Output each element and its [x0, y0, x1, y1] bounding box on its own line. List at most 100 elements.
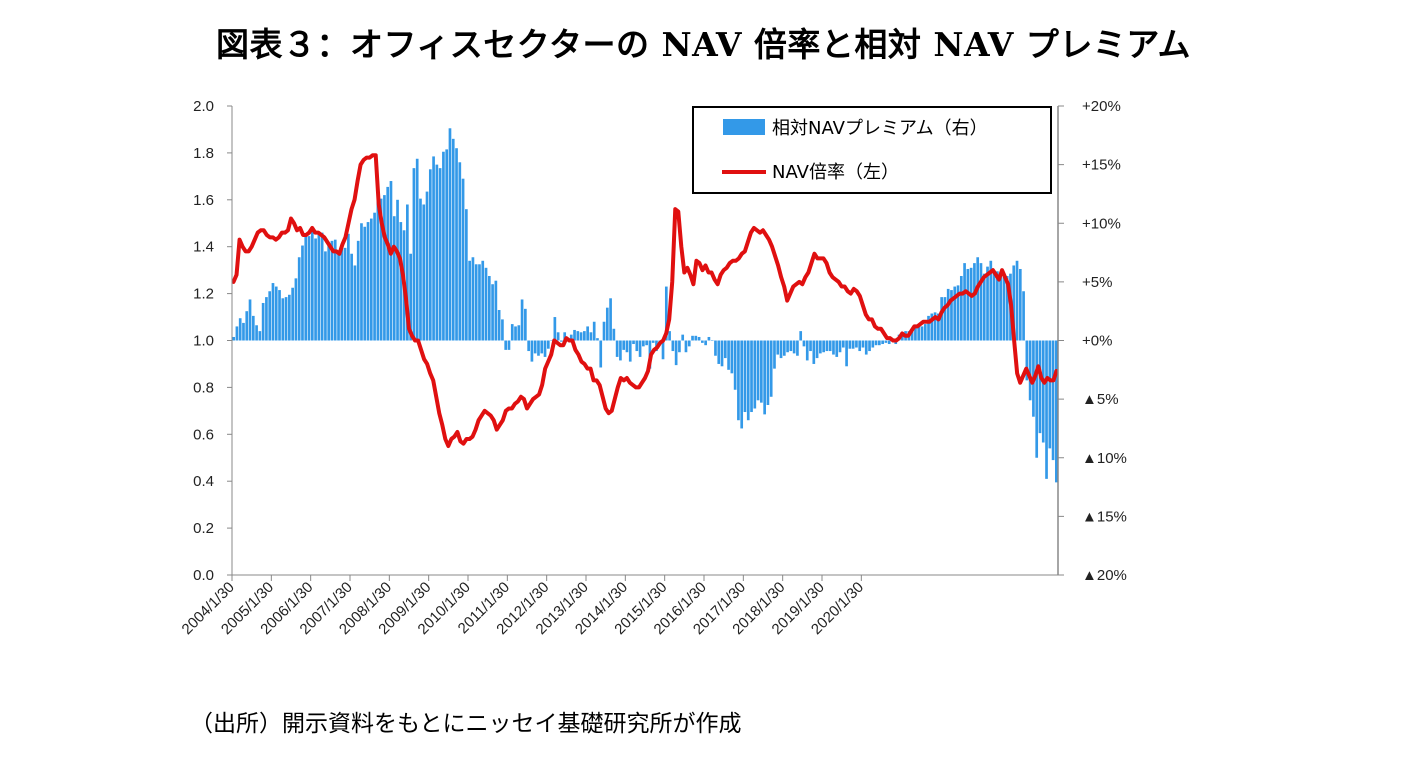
premium-bar [841, 340, 845, 348]
premium-bar [848, 340, 852, 349]
premium-bar [448, 128, 452, 341]
premium-bar [910, 331, 914, 341]
premium-bar [763, 340, 766, 415]
premium-bar [769, 340, 773, 397]
premium-bar [520, 299, 524, 341]
left-axis-ticks: 0.0 0.2 0.4 0.6 0.8 1.0 1.2 1.4 1.6 1.8 2.0 [193, 98, 232, 584]
premium-bar [760, 340, 763, 403]
premium-bar [468, 260, 471, 341]
left-tick-label: 1.8 [193, 145, 214, 162]
premium-bar [796, 340, 799, 356]
premium-bar [766, 340, 770, 405]
right-tick-label: +0% [1082, 333, 1112, 350]
premium-bar [540, 340, 544, 354]
premium-bar [242, 322, 245, 341]
right-tick-label: ▲20% [1082, 567, 1127, 584]
premium-bar [723, 340, 727, 359]
premium-bar [1012, 265, 1016, 341]
premium-bar [730, 340, 734, 374]
premium-bar [1025, 340, 1029, 381]
premium-bar [989, 260, 993, 341]
premium-bar [251, 315, 255, 341]
premium-bar [737, 340, 740, 421]
left-tick-label: 0.6 [193, 426, 214, 443]
premium-bar [628, 340, 632, 362]
chart: 0.0 0.2 0.4 0.6 0.8 1.0 1.2 1.4 1.6 1.8 2.0 ▲20% ▲1… [179, 98, 1127, 638]
premium-bar [284, 297, 288, 341]
premium-bar [694, 335, 698, 341]
premium-bar [717, 340, 721, 364]
premium-bar [487, 276, 491, 341]
premium-bar [261, 302, 265, 341]
left-tick-label: 1.4 [193, 239, 214, 256]
premium-bar [550, 340, 553, 341]
premium-bar [864, 340, 868, 355]
premium-bar [415, 158, 419, 341]
premium-bar [937, 313, 940, 341]
premium-bar [855, 340, 858, 348]
right-tick-label: ▲15% [1082, 508, 1127, 525]
premium-bar [527, 340, 530, 352]
premium-bar [999, 273, 1002, 341]
legend: 相対NAVプレミアム（右） NAV倍率（左） [692, 106, 1052, 194]
legend-bar-label: 相対NAVプレミアム（右） [772, 118, 988, 139]
premium-bar [786, 340, 789, 353]
premium-bar [314, 238, 317, 341]
premium-bar [927, 315, 930, 341]
premium-bar [851, 340, 855, 349]
premium-bar [917, 325, 921, 341]
premium-bar [497, 310, 501, 341]
premium-bar [966, 268, 970, 341]
premium-bar [832, 340, 835, 355]
premium-bar [317, 233, 321, 341]
left-tick-label: 0.4 [193, 473, 214, 490]
premium-bar [982, 273, 986, 341]
premium-bar [324, 251, 327, 341]
premium-bar [714, 340, 717, 356]
premium-bar [632, 340, 635, 345]
premium-bar [1015, 260, 1019, 341]
premium-bar [599, 340, 603, 368]
premium-bar [248, 299, 252, 341]
premium-bar [881, 340, 884, 345]
premium-bar [1048, 340, 1052, 449]
left-tick-label: 0.8 [193, 379, 214, 396]
premium-bar [645, 340, 648, 346]
premium-bar [484, 267, 488, 341]
premium-bar [940, 297, 943, 341]
premium-bar [969, 267, 973, 341]
right-tick-label: +15% [1082, 157, 1121, 174]
premium-bar [674, 340, 678, 366]
premium-bar [389, 181, 393, 341]
premium-bar [815, 340, 819, 359]
premium-bar [320, 232, 324, 341]
premium-bar [435, 164, 439, 341]
premium-bar [343, 247, 347, 341]
premium-bar [560, 340, 563, 342]
premium-bar [720, 340, 724, 367]
premium-bar [792, 340, 796, 354]
premium-bar [579, 332, 583, 341]
premium-bar [501, 319, 504, 341]
premium-bar [576, 331, 580, 341]
premium-bar [819, 340, 822, 354]
premium-bar [609, 298, 612, 341]
premium-bar [946, 288, 950, 341]
right-tick-label: +10% [1082, 215, 1121, 232]
premium-bar [871, 340, 875, 348]
nav-ratio-line [231, 153, 1059, 449]
premium-bar [1035, 340, 1039, 458]
premium-bar [553, 317, 557, 341]
premium-bar [963, 263, 966, 341]
premium-bar [835, 340, 839, 357]
premium-bar [340, 244, 344, 341]
premium-bar [619, 340, 622, 361]
premium-bar [1038, 340, 1042, 434]
premium-bar [1045, 340, 1048, 479]
chart-title: 図表３：オフィスセクターの NAV 倍率と相対 NAV プレミアム [215, 25, 1192, 64]
premium-bar [546, 340, 550, 349]
premium-bar [930, 313, 934, 341]
premium-bar [573, 329, 576, 341]
premium-bar [635, 340, 639, 352]
premium-bar [664, 286, 668, 341]
